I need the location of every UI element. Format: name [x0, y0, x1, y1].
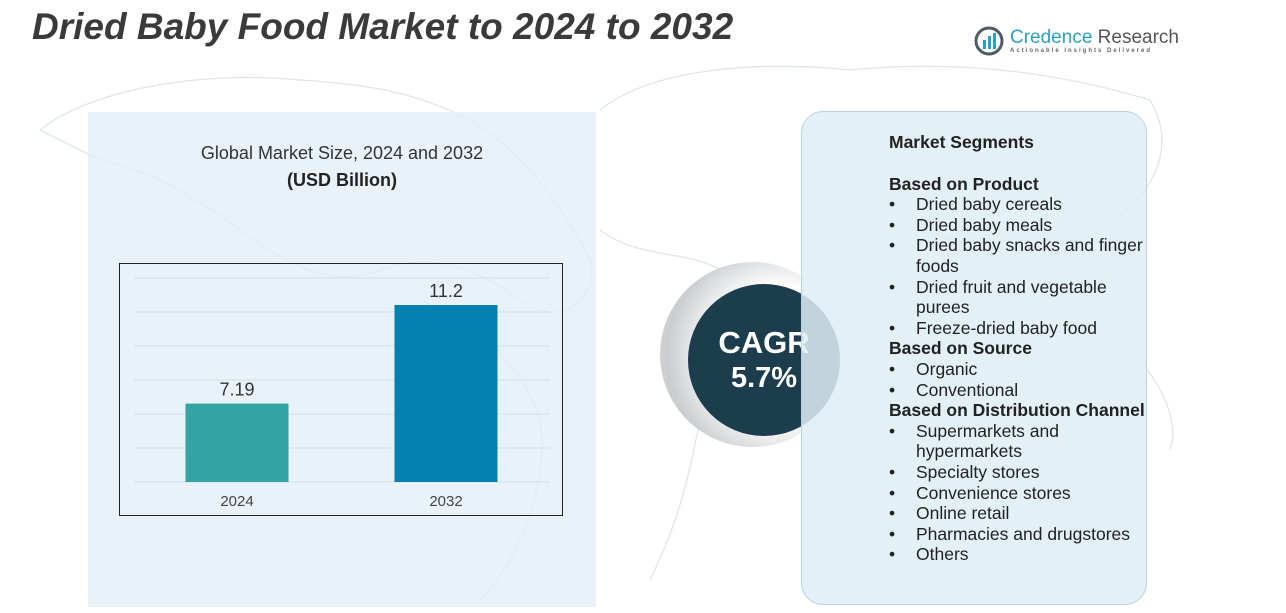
segment-item: Organic — [889, 359, 1146, 380]
logo-name: Credence Research — [1010, 28, 1179, 48]
x-tick-label: 2024 — [220, 493, 253, 510]
market-size-panel — [88, 112, 596, 607]
bar-chart-logo-icon — [974, 26, 1004, 56]
segment-list: Supermarkets and hypermarketsSpecialty s… — [889, 421, 1146, 565]
data-label: 11.2 — [429, 281, 463, 301]
bar-2032 — [394, 305, 498, 482]
logo-name-part2: Research — [1092, 27, 1179, 48]
segment-item: Dried fruit and vegetable purees — [889, 277, 1146, 318]
segment-group-title: Based on Product — [889, 173, 1039, 194]
cagr-label: CAGR — [718, 325, 810, 360]
bar-chart-svg: 7.19 2024 11.2 2032 — [134, 277, 550, 510]
bar-chart: 7.19 2024 11.2 2032 — [119, 263, 563, 516]
segment-item: Dried baby cereals — [889, 194, 1146, 215]
segment-group-title: Based on Source — [889, 338, 1032, 359]
segment-item: Supermarkets and hypermarkets — [889, 421, 1146, 462]
segment-item: Online retail — [889, 503, 1146, 524]
chart-unit: (USD Billion) — [287, 170, 397, 190]
bar-2024 — [185, 403, 289, 482]
segment-item: Pharmacies and drugstores — [889, 524, 1146, 545]
logo-tagline: Actionable Insights Delivered — [1010, 48, 1153, 54]
segments-heading: Market Segments — [889, 132, 1034, 152]
segment-item: Convenience stores — [889, 483, 1146, 504]
segment-item: Others — [889, 544, 1146, 565]
chart-title: Global Market Size, 2024 and 2032 — [200, 143, 484, 163]
segment-item: Conventional — [889, 380, 1146, 401]
page-title: Dried Baby Food Market to 2024 to 2032 — [32, 6, 734, 47]
cagr-value: 5.7% — [730, 362, 798, 394]
brand-logo: Credence Research Actionable Insights De… — [974, 26, 1179, 56]
market-segments-panel: Market Segments Based on ProductDried ba… — [801, 111, 1147, 605]
x-tick-label: 2032 — [429, 493, 462, 510]
segment-item: Dried baby snacks and finger foods — [889, 235, 1146, 276]
data-label: 7.19 — [219, 380, 254, 400]
logo-name-part1: Credence — [1010, 27, 1093, 48]
segment-item: Dried baby meals — [889, 215, 1146, 236]
segment-item: Freeze-dried baby food — [889, 318, 1146, 339]
segment-list: OrganicConventional — [889, 359, 1146, 400]
segment-item: Specialty stores — [889, 462, 1146, 483]
segment-list: Dried baby cerealsDried baby mealsDried … — [889, 194, 1146, 338]
segment-group-title: Based on Distribution Channel — [889, 400, 1145, 421]
